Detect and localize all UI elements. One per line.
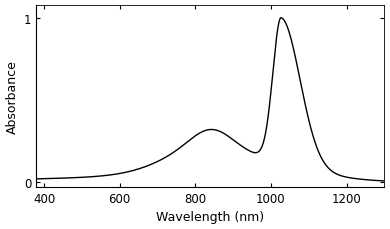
X-axis label: Wavelength (nm): Wavelength (nm) — [156, 210, 264, 224]
Y-axis label: Absorbance: Absorbance — [5, 60, 19, 133]
